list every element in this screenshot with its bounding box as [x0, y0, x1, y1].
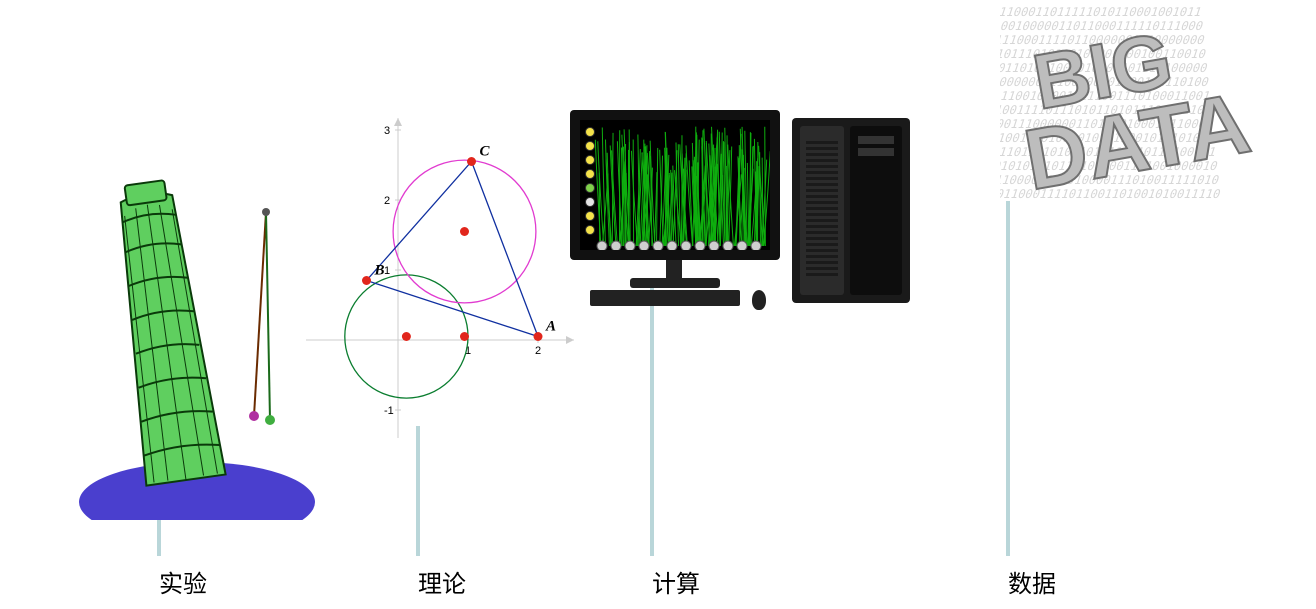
monitor-stand: [666, 260, 682, 280]
tick-line: [416, 426, 420, 556]
svg-text:2: 2: [535, 345, 541, 357]
keyboard: [590, 290, 740, 306]
svg-text:-1: -1: [384, 405, 394, 417]
tick-line: [650, 281, 654, 556]
pendulum-bob-1: [249, 411, 259, 421]
simulation-grass: [580, 120, 770, 250]
pisa-pendulums: [249, 208, 275, 425]
big-data-graphic: 1101011100011011111010110001001011011101…: [1000, 0, 1300, 210]
svg-text:3: 3: [384, 125, 390, 137]
pisa-tower-illustration: [66, 150, 326, 520]
tick-label-data: 数据: [1008, 564, 1056, 599]
tower-case: [792, 118, 910, 303]
mouse: [752, 290, 766, 310]
svg-text:C: C: [480, 144, 491, 160]
tick-label-experiment: 实验: [159, 564, 207, 599]
pendulum-bob-2: [265, 415, 275, 425]
svg-text:110101110001101111101011000100: 1101011100011011111010110001001011: [1000, 5, 1204, 19]
pisa-tower: [105, 177, 226, 485]
tick-label-theory: 理论: [418, 564, 466, 599]
monitor-screen: [580, 120, 770, 250]
geometry-plot: 12123-1ABC: [306, 118, 574, 438]
svg-text:1: 1: [384, 265, 390, 277]
tick-line: [1006, 201, 1010, 556]
svg-text:A: A: [545, 319, 556, 335]
svg-text:2: 2: [384, 195, 390, 207]
timeline-diagram: 实验 理论 计算 数据: [0, 0, 1316, 609]
monitor-foot: [630, 278, 720, 288]
tick-label-compute: 计算: [652, 564, 700, 599]
svg-text:B: B: [374, 263, 385, 279]
